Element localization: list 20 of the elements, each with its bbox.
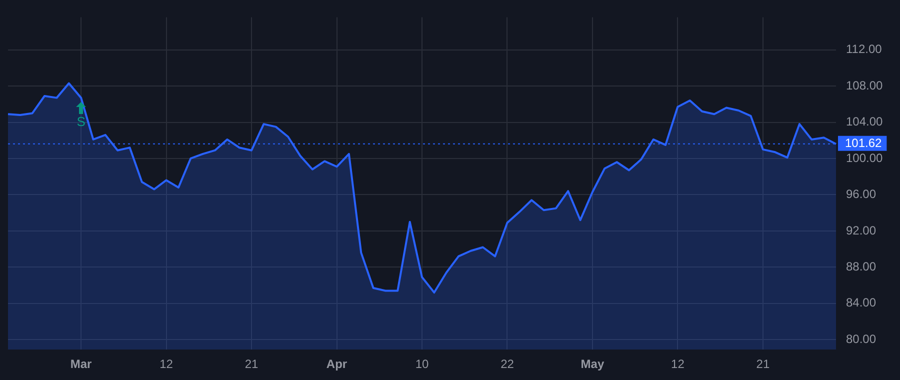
y-tick-label: 104.00 bbox=[846, 114, 884, 129]
x-tick-label: 12 bbox=[671, 357, 685, 372]
annotation: S bbox=[76, 114, 86, 129]
x-tick-label: 21 bbox=[756, 357, 770, 372]
x-tick-label: Apr bbox=[326, 357, 348, 372]
x-tick-label: 21 bbox=[244, 357, 259, 372]
ref-line-label: 101.62 bbox=[845, 136, 882, 150]
y-tick-label: 100.00 bbox=[846, 150, 884, 165]
x-tick-label: 12 bbox=[160, 357, 174, 372]
x-tick-label: 22 bbox=[500, 357, 514, 372]
y-tick-label: 96.00 bbox=[846, 187, 876, 202]
y-tick-label: 112.00 bbox=[846, 42, 882, 56]
y-tick-label: 88.00 bbox=[846, 259, 876, 274]
y-tick-label: 84.00 bbox=[846, 296, 876, 310]
y-tick-label: 108.00 bbox=[846, 78, 884, 92]
y-tick-label: 80.00 bbox=[846, 332, 876, 346]
x-tick-label: 10 bbox=[415, 357, 429, 372]
y-tick-label: 92.00 bbox=[846, 223, 876, 238]
x-tick-label: May bbox=[580, 357, 604, 372]
x-tick-label: Mar bbox=[70, 357, 92, 372]
